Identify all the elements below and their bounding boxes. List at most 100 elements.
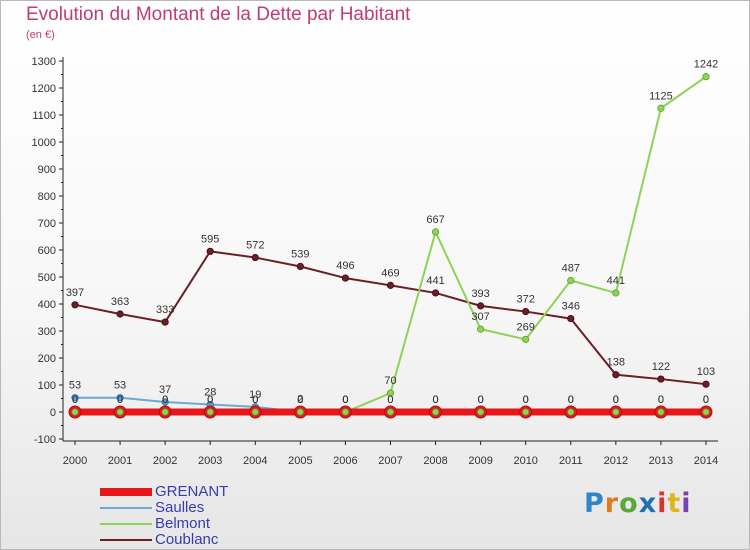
data-point-coublanc [657, 375, 665, 383]
data-label-coublanc: 372 [517, 294, 535, 306]
legend-label: Belmont [155, 515, 211, 532]
data-label-grenant: 0 [613, 394, 619, 406]
data-point-belmont [431, 228, 440, 236]
data-label-belmont: 0 [162, 394, 168, 406]
data-label-saulles: 0 [297, 394, 303, 406]
data-label-coublanc: 393 [471, 288, 489, 300]
x-tick-label: 2009 [468, 455, 492, 467]
data-point-overlap [567, 408, 575, 416]
legend-label: GRENANT [155, 483, 229, 500]
data-label-grenant: 0 [342, 394, 348, 406]
x-tick-label: 2010 [513, 455, 537, 467]
data-label-saulles: 0 [387, 394, 393, 406]
data-point-belmont [567, 276, 575, 285]
y-tick-label: 0 [50, 407, 56, 419]
y-tick-label: 1000 [32, 137, 56, 149]
data-label-grenant: 0 [432, 394, 438, 406]
data-label-coublanc: 595 [201, 233, 219, 245]
chart-subtitle: (en €) [26, 29, 55, 41]
data-point-coublanc [612, 371, 620, 379]
data-label-grenant: 0 [523, 394, 529, 406]
data-label-grenant: 0 [72, 394, 78, 406]
data-point-belmont [657, 104, 665, 112]
data-point-overlap [251, 408, 259, 416]
chart-title: Evolution du Montant de la Dette par Hab… [26, 4, 411, 25]
data-point-belmont [522, 335, 530, 343]
y-tick-label: 200 [38, 353, 56, 365]
data-label-coublanc: 333 [156, 304, 174, 316]
x-tick-label: 2006 [333, 455, 357, 467]
x-tick-label: 2007 [378, 455, 402, 467]
data-label-saulles: 0 [523, 394, 529, 406]
data-point-overlap [522, 408, 530, 416]
data-label-coublanc: 539 [291, 248, 309, 260]
data-point-coublanc [477, 302, 485, 310]
line-chart: -100010020030040050060070080090010001100… [32, 56, 719, 467]
data-label-coublanc: 572 [246, 240, 264, 252]
data-label-grenant: 0 [387, 394, 393, 406]
legend-swatch [100, 523, 152, 525]
y-tick-label: 100 [38, 380, 56, 392]
data-point-overlap [477, 408, 485, 416]
data-label-coublanc: 138 [607, 357, 625, 369]
data-label-saulles: 0 [658, 394, 664, 406]
data-label-grenant: 0 [207, 394, 213, 406]
data-label-saulles: 0 [613, 394, 619, 406]
y-tick-label: 800 [38, 191, 56, 203]
data-label-grenant: 0 [162, 394, 168, 406]
data-label-saulles: 0 [703, 394, 709, 406]
data-label-coublanc: 441 [426, 275, 444, 287]
data-point-belmont [386, 389, 395, 397]
x-tick-label: 2002 [153, 455, 177, 467]
data-point-overlap [71, 408, 79, 416]
data-label-saulles: 0 [568, 394, 574, 406]
data-label-coublanc: 122 [652, 361, 670, 373]
data-label-grenant: 0 [703, 394, 709, 406]
data-point-coublanc [567, 314, 575, 323]
x-tick-label: 2008 [423, 455, 447, 467]
data-label-belmont: 2 [297, 393, 303, 405]
data-point-coublanc [386, 281, 395, 289]
proxiti-logo: Proxiti [584, 488, 692, 519]
data-point-belmont [702, 73, 710, 81]
data-label-saulles: 37 [159, 384, 171, 396]
data-label-saulles: 53 [69, 380, 81, 392]
data-point-overlap [296, 408, 304, 416]
data-point-saulles [116, 394, 124, 402]
data-label-saulles: 53 [114, 380, 126, 392]
data-point-coublanc [431, 289, 440, 297]
data-point-overlap [116, 408, 124, 416]
x-tick-label: 2003 [198, 455, 222, 467]
data-point-coublanc [71, 301, 79, 309]
data-label-coublanc: 363 [111, 296, 129, 308]
data-label-grenant: 0 [478, 394, 484, 406]
logo-letter: r [604, 488, 620, 519]
y-tick-label: -100 [34, 434, 56, 446]
data-label-belmont: 307 [471, 311, 489, 323]
data-point-coublanc [702, 380, 710, 388]
data-label-grenant: 0 [658, 394, 664, 406]
legend-swatch [100, 539, 152, 541]
data-label-belmont: 0 [72, 394, 78, 406]
data-label-grenant: 0 [297, 394, 303, 406]
data-label-belmont: 0 [342, 394, 348, 406]
data-label-coublanc: 397 [66, 287, 84, 299]
data-label-belmont: 487 [562, 263, 580, 275]
data-point-saulles [71, 394, 79, 402]
data-label-coublanc: 103 [697, 366, 715, 378]
data-label-saulles: 19 [249, 389, 261, 401]
x-tick-label: 2014 [694, 455, 718, 467]
data-label-saulles: 0 [342, 394, 348, 406]
x-tick-label: 2005 [288, 455, 312, 467]
logo-letter: x [638, 488, 658, 519]
y-tick-label: 300 [38, 326, 56, 338]
data-label-belmont: 70 [384, 375, 396, 387]
data-point-coublanc [116, 310, 124, 318]
data-point-coublanc [341, 274, 350, 282]
data-point-coublanc [522, 307, 530, 316]
y-tick-label: 1100 [32, 110, 56, 122]
y-tick-label: 400 [38, 299, 56, 311]
logo-letter: o [619, 488, 639, 519]
data-point-overlap [431, 408, 440, 416]
